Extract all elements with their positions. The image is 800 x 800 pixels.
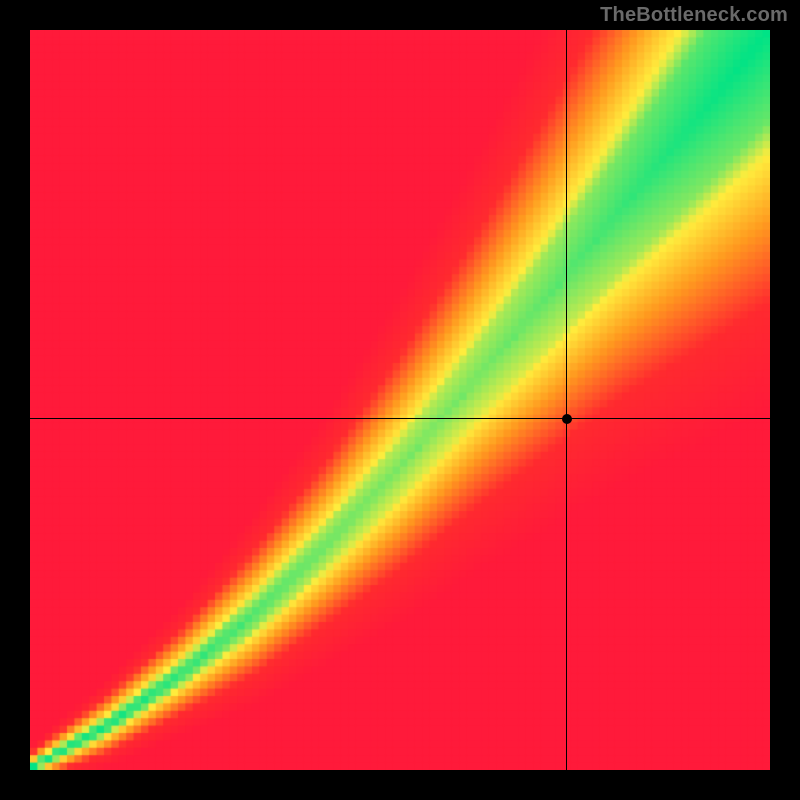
watermark: TheBottleneck.com [600,4,788,27]
heatmap-canvas [30,30,770,770]
heatmap-plot [30,30,770,770]
crosshair-dot [562,414,572,424]
chart-root: TheBottleneck.com [0,0,800,800]
crosshair-vertical [566,30,567,770]
crosshair-horizontal [30,418,770,419]
